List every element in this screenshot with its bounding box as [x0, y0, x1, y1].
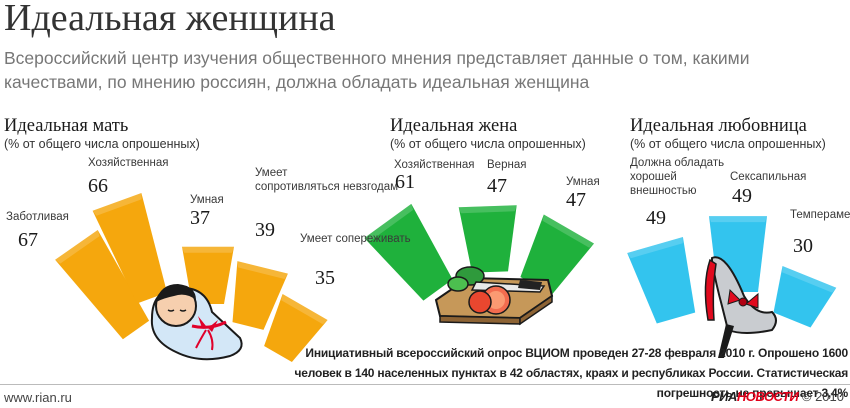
footer-brand: РИАНОВОСТИ © 2010: [711, 389, 844, 404]
lover-category-label-0: Должна обладать хорошей внешностью: [630, 157, 724, 197]
wife-category-label-2: Умная: [566, 176, 600, 188]
mother-category-label-4: Умеет сопереживать: [300, 233, 411, 245]
wife-value-label-2: 47: [566, 189, 586, 211]
mother-value-label-1: 66: [88, 175, 108, 197]
lover-category-label-2: Темпераментная: [790, 209, 850, 221]
lover-bar-0: [627, 237, 695, 324]
mother-value-label-3: 39: [255, 219, 275, 241]
mother-category-label-2: Умная: [190, 194, 224, 206]
lover-category-label-1: Сексапильная: [730, 171, 806, 183]
wife-category-label-1: Верная: [487, 159, 526, 171]
baby-illustration: [152, 284, 242, 359]
lover-value-label-1: 49: [732, 185, 752, 207]
mother-category-label-0: Заботливая: [6, 211, 69, 223]
brand-part-a: РИА: [711, 389, 737, 404]
mother-category-label-3: Умеет сопротивляться невзгодам: [255, 167, 398, 193]
mother-value-label-4: 35: [315, 267, 335, 289]
copyright: © 2010: [802, 389, 844, 404]
wife-bar-1: [459, 205, 517, 272]
wife-bar-0: [364, 204, 452, 301]
wife-value-label-1: 47: [487, 175, 507, 197]
wife-value-label-0: 61: [395, 171, 415, 193]
mother-category-label-1: Хозяйственная: [88, 157, 168, 169]
lover-value-label-0: 49: [646, 207, 666, 229]
brand-logo: РИАНОВОСТИ: [711, 389, 798, 404]
lover-value-label-2: 30: [793, 235, 813, 257]
footer-site-link[interactable]: www.rian.ru: [4, 390, 72, 405]
brand-part-b: НОВОСТИ: [737, 389, 798, 404]
mother-value-label-0: 67: [18, 229, 38, 251]
lover-bar-rim-1: [709, 216, 767, 222]
footer-divider: [0, 384, 850, 385]
mother-bar-rim-2: [182, 247, 234, 253]
wife-category-label-0: Хозяйственная: [394, 159, 474, 171]
mother-value-label-2: 37: [190, 207, 210, 229]
